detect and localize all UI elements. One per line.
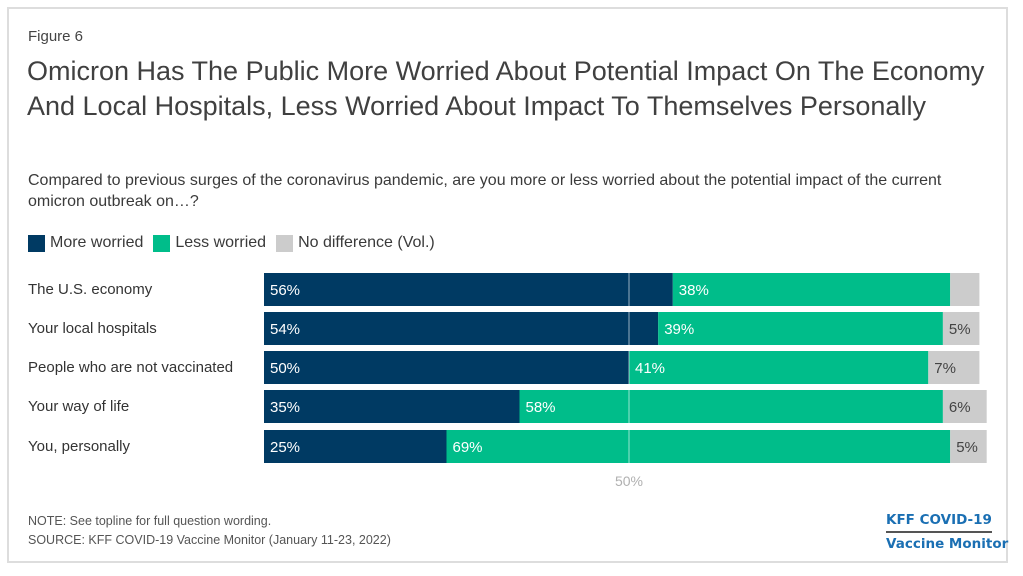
footer-note: NOTE: See topline for full question word… <box>28 514 272 528</box>
footer: NOTE: See topline for full question word… <box>28 512 391 550</box>
bar-more-worried <box>264 390 520 423</box>
chart-subtitle: Compared to previous surges of the coron… <box>28 172 942 210</box>
bar-less-worried <box>519 390 943 423</box>
category-label: The U.S. economy <box>28 281 153 298</box>
data-label: 41% <box>635 360 665 377</box>
data-label: 25% <box>270 439 300 456</box>
legend: More worried Less worried No difference … <box>28 234 445 252</box>
data-label: 5% <box>949 321 971 338</box>
reference-line-label: 50% <box>615 473 643 489</box>
category-label: Your local hospitals <box>28 320 157 337</box>
bar-less-worried <box>658 312 943 345</box>
legend-label: More worried <box>50 234 144 251</box>
bar-less-worried <box>629 351 929 384</box>
bar-no-difference-vol <box>928 351 980 384</box>
data-label: 69% <box>453 439 483 456</box>
legend-item-more-worried: More worried <box>28 234 143 252</box>
bar-no-difference-vol <box>942 390 987 423</box>
chart-title: Omicron Has The Public More Worried Abou… <box>27 56 985 121</box>
category-label: People who are not vaccinated <box>28 359 234 376</box>
data-label: 56% <box>270 282 300 299</box>
legend-swatch-no-difference <box>276 234 294 252</box>
bar-no-difference-vol <box>950 273 980 306</box>
brand-line-1: KFF COVID-19 <box>886 510 992 533</box>
legend-label: No difference (Vol.) <box>298 234 435 251</box>
legend-swatch-less-worried <box>153 234 171 252</box>
brand-line-2: Vaccine Monitor <box>886 536 1009 552</box>
category-label: Your way of life <box>28 398 130 415</box>
bar-more-worried <box>264 430 447 463</box>
bar-no-difference-vol <box>942 312 980 345</box>
footer-source: SOURCE: KFF COVID-19 Vaccine Monitor (Ja… <box>28 533 391 547</box>
data-label: 50% <box>270 360 300 377</box>
legend-item-less-worried: Less worried <box>153 234 266 252</box>
figure-number: Figure 6 <box>28 28 84 45</box>
bar-more-worried <box>264 351 629 384</box>
bar-less-worried <box>446 430 951 463</box>
bar-no-difference-vol <box>950 430 987 463</box>
legend-item-no-difference: No difference (Vol.) <box>276 234 435 252</box>
data-label: 7% <box>934 360 956 377</box>
legend-label: Less worried <box>175 234 267 251</box>
data-label: 39% <box>664 321 694 338</box>
legend-swatch-more-worried <box>28 234 45 252</box>
data-label: 5% <box>956 439 978 456</box>
data-label: 38% <box>679 282 709 299</box>
data-label: 6% <box>949 399 971 416</box>
bar-more-worried <box>264 312 659 345</box>
data-label: 54% <box>270 321 300 338</box>
data-label: 35% <box>270 399 300 416</box>
data-label: 58% <box>526 399 556 416</box>
brand-logo: KFF COVID-19 Vaccine Monitor <box>886 510 1008 554</box>
category-label: You, personally <box>28 438 131 455</box>
bar-more-worried <box>264 273 673 306</box>
bar-less-worried <box>672 273 951 306</box>
